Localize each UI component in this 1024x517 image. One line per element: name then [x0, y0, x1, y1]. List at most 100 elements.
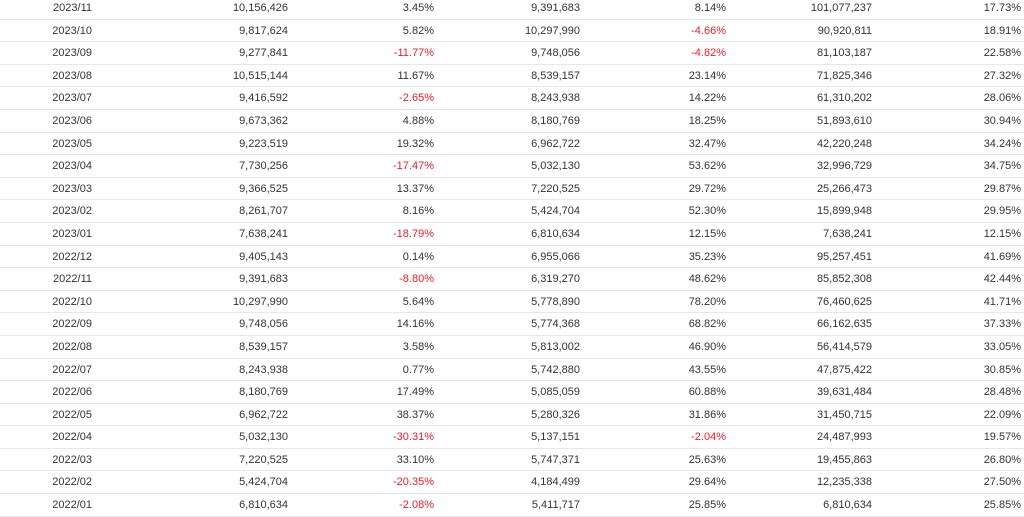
revenue-cell: 9,416,592	[239, 92, 288, 105]
month-cell: 2022/04	[52, 431, 92, 444]
month-cell: 2022/06	[52, 386, 92, 399]
yoy-change-cell: 25.63%	[688, 453, 726, 466]
mom-change-cell: 19.32%	[396, 137, 434, 150]
cumulative-revenue-cell: 19,455,863	[816, 453, 872, 466]
revenue-cell: 9,223,519	[239, 137, 288, 150]
last-year-revenue-cell: 5,032,130	[531, 160, 580, 173]
last-year-revenue-cell: 5,085,059	[531, 386, 580, 399]
table-row: 2022/06 8,180,769 17.49% 5,085,059 60.88% 39,…	[0, 381, 1024, 404]
revenue-cell: 10,297,990	[232, 295, 288, 308]
cumulative-revenue-cell: 56,414,579	[816, 340, 872, 353]
yoy-change-cell: 52.30%	[688, 205, 726, 218]
last-year-revenue-cell: 5,747,371	[531, 453, 580, 466]
month-cell: 2023/07	[52, 92, 92, 105]
mom-change-cell: 0.77%	[402, 363, 434, 376]
month-cell: 2022/05	[52, 408, 92, 421]
cumulative-revenue-cell: 51,893,610	[816, 114, 872, 127]
last-year-revenue-cell: 8,180,769	[531, 114, 580, 127]
cumulative-revenue-cell: 85,852,308	[816, 273, 872, 286]
month-cell: 2022/09	[52, 318, 92, 331]
mom-change-cell: 5.82%	[402, 24, 434, 37]
table-row: 2023/01 7,638,241 -18.79% 6,810,634 12.15% 7,…	[0, 223, 1024, 246]
last-year-revenue-cell: 5,813,002	[531, 340, 580, 353]
cumulative-revenue-cell: 7,638,241	[823, 227, 872, 240]
month-cell: 2022/10	[52, 295, 92, 308]
mom-change-cell: -2.08%	[399, 499, 434, 512]
cumulative-yoy-cell: 41.69%	[983, 250, 1021, 263]
yoy-change-cell: -2.04%	[691, 431, 726, 444]
cumulative-revenue-cell: 90,920,811	[817, 24, 872, 37]
yoy-change-cell: 29.72%	[688, 182, 726, 195]
yoy-change-cell: 29.64%	[688, 476, 726, 489]
mom-change-cell: 5.64%	[402, 295, 434, 308]
yoy-change-cell: 46.90%	[688, 340, 726, 353]
revenue-cell: 8,261,707	[239, 205, 288, 218]
revenue-cell: 6,810,634	[239, 499, 288, 512]
table-row: 2023/10 9,817,624 5.82% 10,297,990 -4.66% 90,…	[0, 20, 1024, 43]
cumulative-yoy-cell: 42.44%	[983, 273, 1021, 286]
cumulative-revenue-cell: 32,996,729	[816, 160, 872, 173]
last-year-revenue-cell: 8,539,157	[531, 69, 580, 82]
cumulative-yoy-cell: 26.80%	[983, 453, 1021, 466]
cumulative-revenue-cell: 66,162,635	[816, 318, 872, 331]
cumulative-yoy-cell: 27.32%	[983, 69, 1021, 82]
revenue-cell: 8,180,769	[239, 386, 288, 399]
mom-change-cell: 3.58%	[402, 340, 434, 353]
yoy-change-cell: -4.66%	[691, 24, 726, 37]
revenue-cell: 9,366,525	[239, 182, 288, 195]
month-cell: 2023/05	[52, 137, 92, 150]
cumulative-yoy-cell: 22.58%	[983, 47, 1021, 60]
cumulative-revenue-cell: 12,235,338	[816, 476, 872, 489]
yoy-change-cell: 31.86%	[688, 408, 726, 421]
cumulative-revenue-cell: 15,899,948	[816, 205, 872, 218]
cumulative-yoy-cell: 17.73%	[983, 2, 1021, 14]
table-row: 2022/02 5,424,704 -20.35% 4,184,499 29.64% 12…	[0, 471, 1024, 495]
month-cell: 2023/03	[52, 182, 92, 195]
yoy-change-cell: 14.22%	[688, 92, 726, 105]
mom-change-cell: -2.65%	[399, 92, 434, 105]
yoy-change-cell: 78.20%	[688, 295, 726, 308]
mom-change-cell: 14.16%	[396, 318, 434, 331]
cumulative-yoy-cell: 34.24%	[983, 137, 1021, 150]
table-row: 2022/01 6,810,634 -2.08% 5,411,717 25.85% 6,8…	[0, 494, 1024, 517]
last-year-revenue-cell: 8,243,938	[531, 92, 580, 105]
yoy-change-cell: 35.23%	[688, 250, 726, 263]
mom-change-cell: -18.79%	[393, 227, 434, 240]
revenue-cell: 8,243,938	[239, 363, 288, 376]
table-row: 2022/11 9,391,683 -8.80% 6,319,270 48.62% 85,…	[0, 268, 1024, 291]
mom-change-cell: 4.88%	[402, 114, 434, 127]
table-row: 2023/03 9,366,525 13.37% 7,220,525 29.72% 25,…	[0, 178, 1024, 201]
last-year-revenue-cell: 5,778,890	[531, 295, 580, 308]
revenue-cell: 9,673,362	[239, 114, 288, 127]
cumulative-revenue-cell: 81,103,187	[816, 47, 872, 60]
yoy-change-cell: 68.82%	[688, 318, 726, 331]
revenue-cell: 9,277,841	[239, 47, 288, 60]
month-cell: 2023/11	[53, 2, 92, 14]
last-year-revenue-cell: 9,748,056	[531, 47, 580, 60]
mom-change-cell: 33.10%	[396, 453, 434, 466]
table-row: 2022/05 6,962,722 38.37% 5,280,326 31.86% 31,…	[0, 404, 1024, 427]
cumulative-revenue-cell: 101,077,237	[810, 2, 872, 14]
cumulative-yoy-cell: 12.15%	[983, 227, 1021, 240]
yoy-change-cell: 25.85%	[688, 499, 726, 512]
cumulative-yoy-cell: 33.05%	[983, 340, 1021, 353]
mom-change-cell: -11.77%	[393, 47, 434, 60]
revenue-cell: 9,405,143	[239, 250, 288, 263]
cumulative-revenue-cell: 31,450,715	[816, 408, 872, 421]
table-row: 2023/11 10,156,426 3.45% 9,391,683 8.14% 101,…	[0, 0, 1024, 20]
month-cell: 2022/07	[52, 363, 92, 376]
mom-change-cell: 3.45%	[402, 2, 434, 14]
month-cell: 2023/08	[52, 69, 92, 82]
revenue-cell: 8,539,157	[239, 340, 288, 353]
mom-change-cell: 8.16%	[402, 205, 434, 218]
table-row: 2023/02 8,261,707 8.16% 5,424,704 52.30% 15,8…	[0, 200, 1024, 223]
yoy-change-cell: 12.15%	[688, 227, 726, 240]
cumulative-revenue-cell: 47,875,422	[816, 363, 872, 376]
last-year-revenue-cell: 6,955,066	[531, 250, 580, 263]
month-cell: 2022/08	[52, 340, 92, 353]
cumulative-yoy-cell: 25.85%	[983, 499, 1021, 512]
mom-change-cell: -8.80%	[399, 273, 434, 286]
revenue-cell: 9,391,683	[239, 273, 288, 286]
mom-change-cell: 17.49%	[396, 386, 434, 399]
